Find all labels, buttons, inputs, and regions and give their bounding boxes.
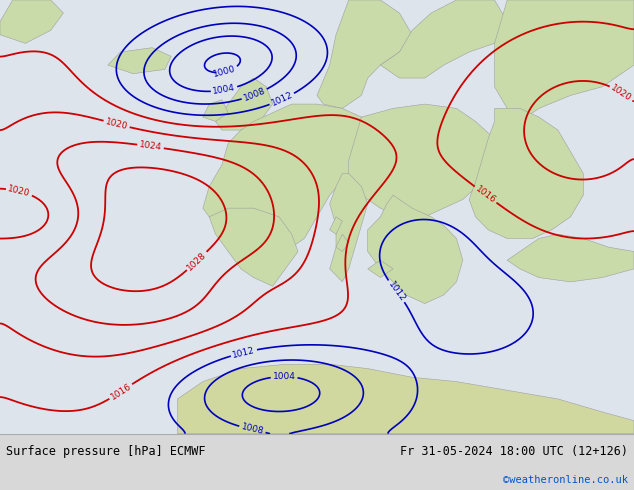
- Polygon shape: [108, 48, 171, 74]
- Text: 1000: 1000: [212, 65, 237, 79]
- Polygon shape: [368, 195, 463, 304]
- Polygon shape: [203, 104, 368, 260]
- Text: 1020: 1020: [7, 184, 31, 198]
- Polygon shape: [216, 78, 273, 130]
- Text: 1024: 1024: [139, 140, 162, 152]
- Polygon shape: [495, 0, 634, 122]
- Text: Fr 31-05-2024 18:00 UTC (12+126): Fr 31-05-2024 18:00 UTC (12+126): [399, 445, 628, 458]
- Polygon shape: [317, 0, 412, 108]
- Polygon shape: [209, 208, 298, 286]
- Polygon shape: [0, 0, 63, 44]
- Polygon shape: [178, 364, 634, 434]
- Text: 1008: 1008: [242, 86, 267, 103]
- Polygon shape: [507, 234, 634, 282]
- Polygon shape: [469, 108, 583, 239]
- Text: 1020: 1020: [609, 83, 633, 103]
- Text: 1008: 1008: [240, 422, 264, 437]
- Text: 1004: 1004: [212, 83, 236, 97]
- Text: ©weatheronline.co.uk: ©weatheronline.co.uk: [503, 475, 628, 485]
- Polygon shape: [330, 173, 368, 282]
- Polygon shape: [330, 217, 342, 234]
- Text: 1020: 1020: [105, 117, 129, 131]
- Polygon shape: [203, 100, 228, 122]
- Polygon shape: [380, 0, 507, 78]
- Text: Surface pressure [hPa] ECMWF: Surface pressure [hPa] ECMWF: [6, 445, 206, 458]
- Text: 1012: 1012: [386, 279, 407, 303]
- Polygon shape: [368, 260, 393, 277]
- Text: 1004: 1004: [273, 372, 295, 381]
- Text: 1028: 1028: [185, 250, 208, 272]
- Text: 1012: 1012: [269, 91, 294, 108]
- Text: 1016: 1016: [474, 184, 498, 205]
- Polygon shape: [336, 234, 349, 251]
- Text: 1016: 1016: [108, 382, 133, 402]
- Text: 1012: 1012: [231, 345, 256, 360]
- Polygon shape: [349, 104, 495, 217]
